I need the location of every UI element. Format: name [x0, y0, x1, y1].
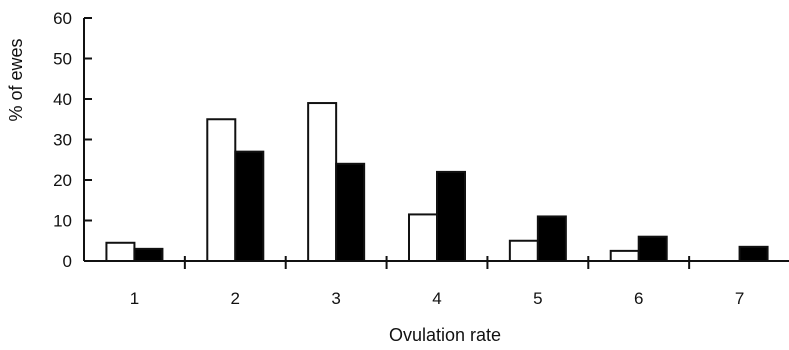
bar-series-2: [639, 237, 667, 261]
y-tick-label: 0: [63, 252, 72, 271]
bar-series-1: [510, 241, 538, 261]
y-ticks-group: 0 10 20 30 40 50 60: [53, 9, 92, 271]
bar-series-1: [409, 214, 437, 261]
x-tick-label: 2: [231, 289, 240, 308]
y-tick-label: 30: [53, 131, 72, 150]
x-tick-label: 5: [533, 289, 542, 308]
x-tick-label: 3: [331, 289, 340, 308]
bar-series-2: [437, 172, 465, 261]
y-tick-label: 60: [53, 9, 72, 28]
bar-series-2: [740, 247, 768, 261]
x-axis-title: Ovulation rate: [389, 325, 501, 345]
bar-series-1: [611, 251, 639, 261]
y-axis-title: % of ewes: [6, 38, 26, 121]
bar-series-2: [538, 216, 566, 261]
x-ticks-group: 1 2 3 4 5 6 7: [130, 256, 745, 308]
y-tick-label: 20: [53, 171, 72, 190]
x-tick-label: 7: [735, 289, 744, 308]
bars-group: [106, 103, 767, 261]
bar-series-2: [235, 152, 263, 261]
bar-series-1: [207, 119, 235, 261]
bar-series-1: [106, 243, 134, 261]
bar-series-1: [308, 103, 336, 261]
y-tick-label: 50: [53, 50, 72, 69]
y-tick-label: 10: [53, 212, 72, 231]
y-tick-label: 40: [53, 90, 72, 109]
x-tick-label: 1: [130, 289, 139, 308]
bar-series-2: [336, 164, 364, 261]
x-tick-label: 4: [432, 289, 441, 308]
x-tick-label: 6: [634, 289, 643, 308]
bar-series-2: [134, 249, 162, 261]
